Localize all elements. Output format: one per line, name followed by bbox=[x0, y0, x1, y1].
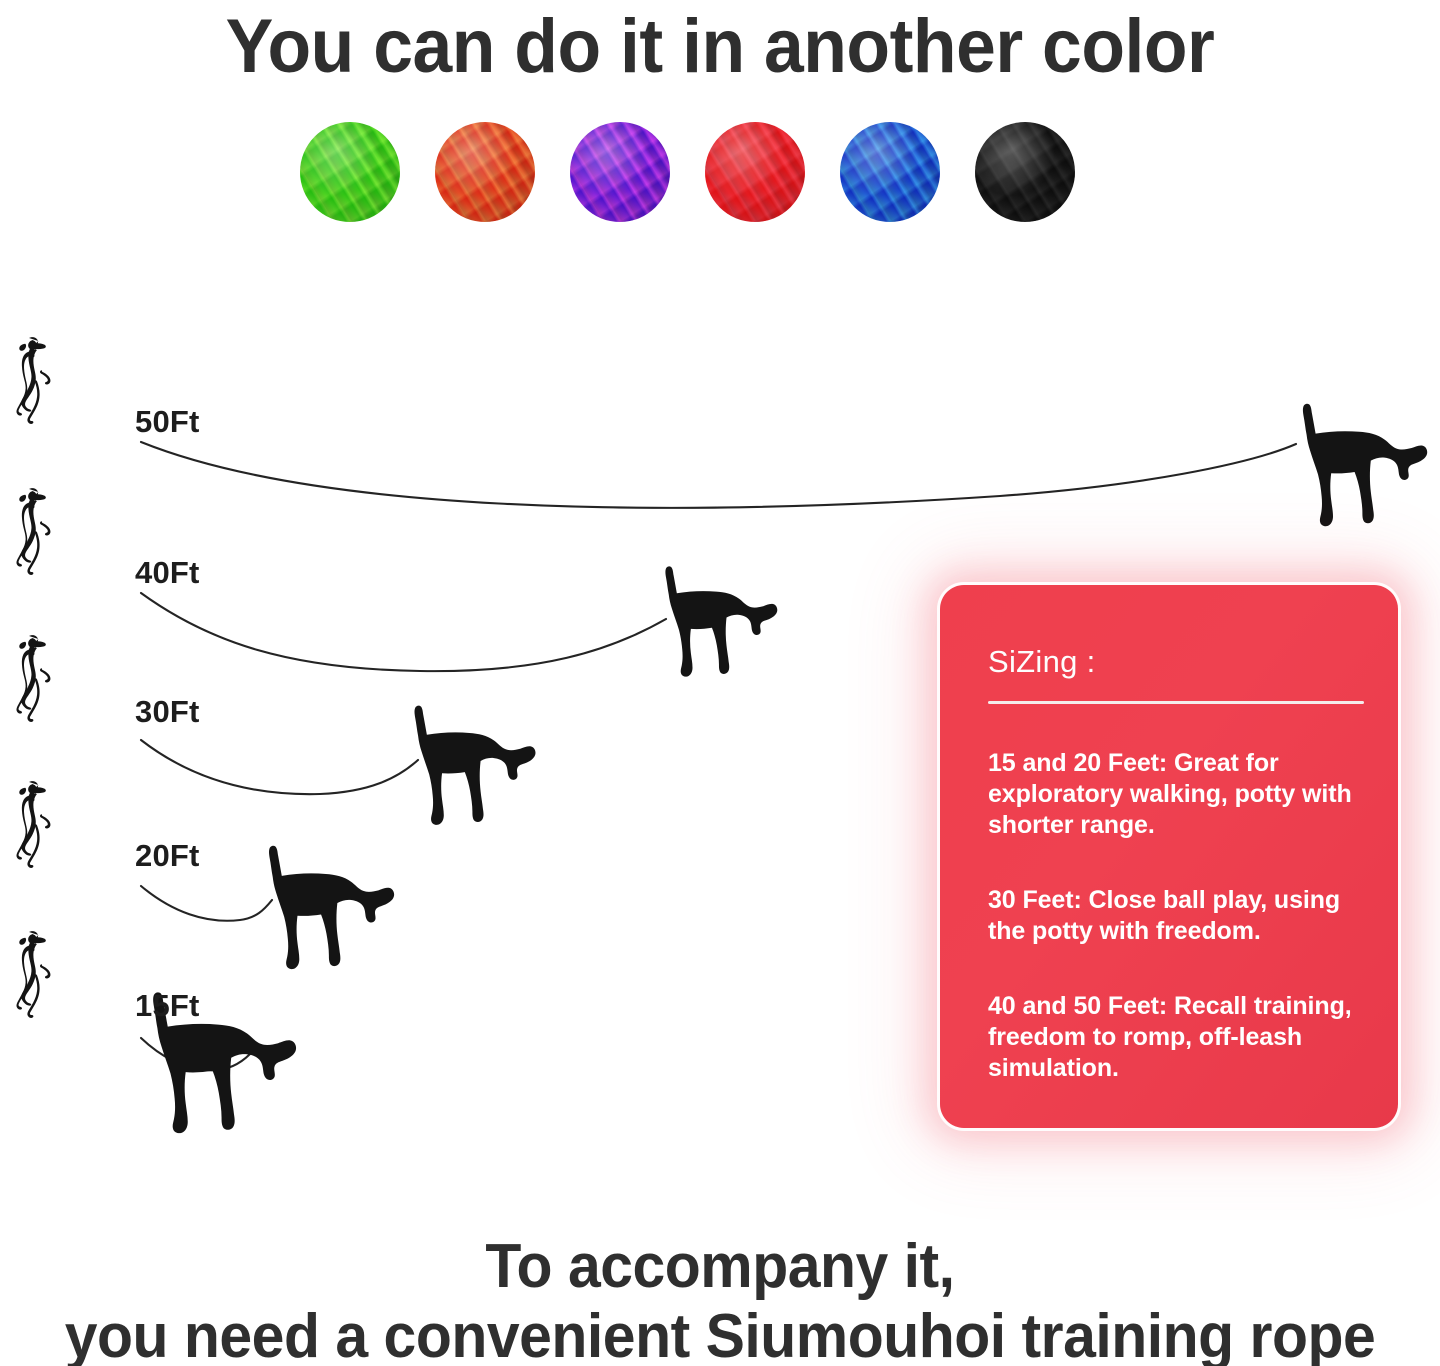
walker-silhouette bbox=[16, 635, 51, 722]
dog-silhouette-30ft bbox=[414, 705, 536, 825]
dog-silhouette-40ft bbox=[665, 566, 778, 677]
leash-label-15ft: 15Ft bbox=[135, 988, 200, 1023]
leash-label-30ft: 30Ft bbox=[135, 694, 200, 729]
weave-texture-overlay bbox=[435, 122, 535, 222]
swatch-shading bbox=[705, 122, 805, 222]
swatch-shading bbox=[840, 122, 940, 222]
color-swatch-blue[interactable] bbox=[840, 122, 940, 222]
leash-row-15ft-graphic bbox=[16, 931, 297, 1134]
weave-texture bbox=[975, 122, 1075, 222]
leash-row-40ft-graphic bbox=[16, 488, 778, 677]
dog-silhouette-50ft bbox=[1302, 403, 1428, 527]
sizing-card-divider bbox=[988, 701, 1364, 704]
dog-silhouette-15ft bbox=[153, 992, 297, 1134]
swatch-shading bbox=[300, 122, 400, 222]
color-swatch-orange[interactable] bbox=[435, 122, 535, 222]
weave-texture bbox=[840, 122, 940, 222]
weave-texture-overlay bbox=[705, 122, 805, 222]
walker-silhouette bbox=[16, 781, 51, 868]
leash-line-50ft bbox=[139, 440, 1298, 509]
leash-line-30ft bbox=[139, 738, 420, 796]
leash-row-15ft: 15Ft bbox=[0, 928, 1440, 1134]
weave-texture-overlay bbox=[840, 122, 940, 222]
weave-texture-overlay bbox=[975, 122, 1075, 222]
footer-line-2: you need a convenient Siumouhoi training… bbox=[64, 1302, 1376, 1366]
swatch-shading bbox=[975, 122, 1075, 222]
sizing-paragraph-30: 30 Feet: Close ball play, using the pott… bbox=[988, 886, 1341, 945]
footer-tagline: To accompany it, you need a convenient S… bbox=[0, 1232, 1440, 1366]
sizing-card-body: 15 and 20 Feet: Great for exploratory wa… bbox=[988, 748, 1360, 1084]
leash-row-30ft-graphic bbox=[16, 635, 536, 825]
footer-line-1: To accompany it, bbox=[485, 1232, 955, 1301]
walker-silhouette bbox=[16, 337, 51, 424]
leash-row-30ft: 30Ft bbox=[0, 632, 1440, 825]
walker-silhouette bbox=[16, 931, 51, 1018]
leash-row-50ft-graphic bbox=[16, 337, 1428, 527]
leash-row-40ft: 40Ft bbox=[0, 485, 1440, 677]
leash-line-40ft bbox=[139, 591, 668, 673]
leash-row-50ft: 50Ft bbox=[0, 334, 1440, 527]
weave-texture bbox=[300, 122, 400, 222]
weave-texture-overlay bbox=[300, 122, 400, 222]
leash-label-20ft: 20Ft bbox=[135, 838, 200, 873]
page-title: You can do it in another color bbox=[225, 4, 1215, 89]
leash-row-20ft: 20Ft bbox=[0, 778, 1440, 970]
dog-silhouette-20ft bbox=[269, 845, 395, 970]
weave-texture bbox=[570, 122, 670, 222]
sizing-card-title: SiZing : bbox=[988, 644, 1096, 679]
walker-silhouette bbox=[16, 488, 51, 575]
color-swatch-green[interactable] bbox=[300, 122, 400, 222]
color-swatch-purple[interactable] bbox=[570, 122, 670, 222]
weave-texture-overlay bbox=[570, 122, 670, 222]
weave-texture bbox=[705, 122, 805, 222]
rope-color-swatch-row bbox=[300, 122, 1140, 226]
color-swatch-black[interactable] bbox=[975, 122, 1075, 222]
color-swatch-red[interactable] bbox=[705, 122, 805, 222]
leash-line-20ft bbox=[139, 884, 274, 922]
leash-row-20ft-graphic bbox=[16, 781, 395, 970]
weave-texture bbox=[435, 122, 535, 222]
sizing-paragraph-15-20: 15 and 20 Feet: Great for exploratory wa… bbox=[988, 749, 1352, 839]
leash-label-40ft: 40Ft bbox=[135, 555, 200, 590]
sizing-paragraph-40-50: 40 and 50 Feet: Recall training, freedom… bbox=[988, 992, 1352, 1082]
swatch-shading bbox=[570, 122, 670, 222]
swatch-shading bbox=[435, 122, 535, 222]
sizing-info-card: SiZing : 15 and 20 Feet: Great for explo… bbox=[940, 585, 1398, 1128]
leash-label-50ft: 50Ft bbox=[135, 404, 200, 439]
